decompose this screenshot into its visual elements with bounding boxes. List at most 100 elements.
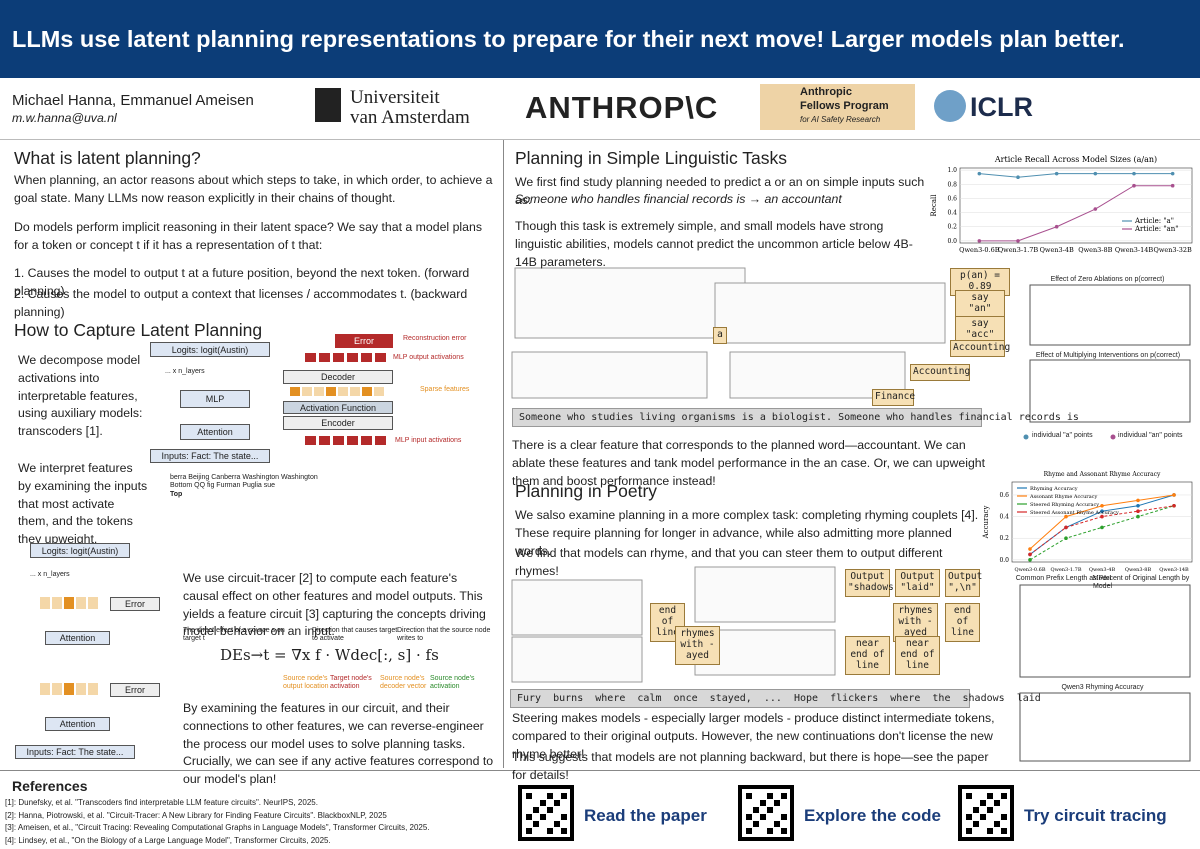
feature-panel xyxy=(511,636,643,683)
qr-cell xyxy=(1001,814,1007,820)
legend-label: MLP output activations xyxy=(393,354,464,361)
feature-cell xyxy=(326,387,336,396)
anthropic-logo: ANTHROP\C xyxy=(525,90,719,125)
inputs-box: Inputs: Fact: The state... xyxy=(150,449,270,463)
qr-cell xyxy=(966,814,972,820)
mlp-box: MLP xyxy=(180,390,250,408)
paragraph: We decompose model activations into inte… xyxy=(18,353,143,439)
activation-cell xyxy=(333,353,344,362)
qr-cell xyxy=(774,800,780,806)
formula-note: Source node's activation xyxy=(430,675,475,690)
qr-cell xyxy=(781,814,787,820)
point xyxy=(1054,224,1059,229)
iclr-logo: ICLR xyxy=(970,92,1033,122)
section-heading: What is latent planning? xyxy=(14,148,201,168)
x-axis-label: Model xyxy=(1092,575,1111,582)
authors: Michael Hanna, Emmanuel Ameisen xyxy=(12,92,254,109)
activation-cell xyxy=(319,353,330,362)
section-heading: How to Capture Latent Planning xyxy=(14,320,263,340)
chart-title: Rhyme and Assonant Rhyme Accuracy xyxy=(1044,471,1161,478)
reference: [2]: Hanna, Piotrowski, et al. "Circuit-… xyxy=(5,810,387,820)
link[interactable]: Try circuit tracing xyxy=(1024,806,1167,825)
formula-note: Source node's decoder vector xyxy=(380,675,427,690)
paragraph: Do models perform implicit reasoning in … xyxy=(14,220,482,252)
y-tick-label: 0.4 xyxy=(947,210,957,217)
list-item: 2. Causes the model to output a context … xyxy=(14,287,468,319)
logits-box: Logits: logit(Austin) xyxy=(30,543,130,558)
point xyxy=(1093,171,1098,176)
qr-cell xyxy=(781,828,787,834)
formula-note: Direction that causes target to activate xyxy=(312,627,398,642)
fellows-box xyxy=(760,84,915,130)
point xyxy=(1028,547,1032,551)
point xyxy=(1100,525,1104,530)
feature-cell xyxy=(52,683,62,695)
point xyxy=(1100,509,1104,513)
logo-shield xyxy=(315,88,341,122)
feature-cell xyxy=(64,597,74,609)
node: Output "shadows" xyxy=(845,569,899,597)
attention-box: Attention xyxy=(45,631,110,645)
link[interactable]: Read the paper xyxy=(584,806,707,825)
layers-label: ... x n_layers xyxy=(30,571,70,578)
feature-cell xyxy=(64,683,74,695)
node: Output "laid" xyxy=(895,569,940,597)
qr-cell xyxy=(554,800,560,806)
logits-box: Logits: logit(Austin) xyxy=(150,342,270,357)
y-tick-label: 0.2 xyxy=(999,535,1009,542)
activation-cell xyxy=(361,353,372,362)
attention-box: Attention xyxy=(45,717,110,731)
feature-cell xyxy=(52,597,62,609)
point xyxy=(1136,498,1140,503)
feature-cell xyxy=(76,683,86,695)
qr-cell xyxy=(767,793,773,799)
qr-cell xyxy=(966,828,972,834)
point xyxy=(1172,503,1176,508)
x-tick-label: Qwen3-32B xyxy=(1154,246,1193,254)
divider-h xyxy=(0,770,1200,771)
point xyxy=(1132,171,1136,176)
uva-logo: van Amsterdam xyxy=(350,107,470,128)
point xyxy=(1136,514,1140,519)
x-tick-label: Qwen3-8B xyxy=(1125,567,1152,573)
figure-frame xyxy=(1019,692,1191,762)
section-heading: Planning in Simple Linguistic Tasks xyxy=(515,148,788,168)
series-line xyxy=(979,185,1173,242)
feature-cell xyxy=(40,683,50,695)
link[interactable]: Explore the code xyxy=(804,806,941,825)
reference: [3]: Ameisen, et al., "Circuit Tracing: … xyxy=(5,823,430,832)
activation-cell xyxy=(333,436,344,445)
paragraph: We first find study planning needed to p… xyxy=(515,175,925,207)
y-tick-label: 0.2 xyxy=(947,224,957,231)
poster-title: LLMs use latent planning representations… xyxy=(12,26,1125,52)
feature-panel xyxy=(694,566,836,623)
header-bar xyxy=(0,0,1200,78)
inputs-box: Inputs: Fact: The state... xyxy=(15,745,135,759)
point xyxy=(1064,514,1068,519)
series-line xyxy=(1029,505,1175,561)
qr-cell xyxy=(540,814,546,820)
error-box: Error xyxy=(335,334,393,348)
figure-title: Effect of Multiplying Interventions on p… xyxy=(1035,352,1181,359)
y-tick-label: 0.6 xyxy=(999,492,1009,499)
qr-cell xyxy=(973,807,979,813)
legend-label: individual "an" points xyxy=(1118,432,1183,439)
qr-cell xyxy=(561,814,567,820)
decoder-box: Decoder xyxy=(283,370,393,384)
legend-label: Reconstruction error xyxy=(403,335,467,342)
reference: [4]: Lindsey, et al., "On the Biology of… xyxy=(5,835,331,845)
feature-cell xyxy=(88,683,98,695)
qr-cell xyxy=(1001,828,1007,834)
point xyxy=(1028,558,1032,562)
reference: [1]: Dunefsky, et al. "Transcoders find … xyxy=(5,798,318,807)
node: a xyxy=(713,327,727,344)
node: Finance xyxy=(872,389,915,406)
feature-cell xyxy=(314,387,324,396)
point xyxy=(1172,493,1176,497)
legend-label: individual "a" points xyxy=(1032,432,1093,439)
paragraph: We salso examine planning in a more comp… xyxy=(515,508,979,558)
node: near end of line xyxy=(895,636,940,675)
y-axis-label: Accuracy xyxy=(982,506,990,540)
node: near end of line xyxy=(845,636,890,675)
